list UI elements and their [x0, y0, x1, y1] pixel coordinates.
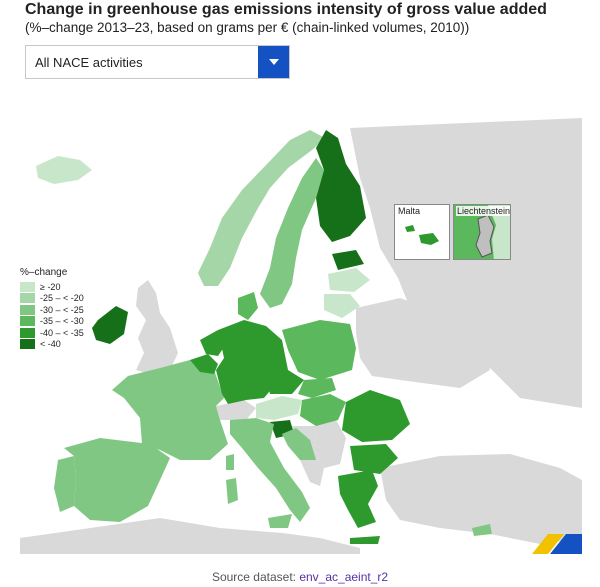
region-sicily[interactable] — [268, 514, 292, 528]
country-norway[interactable] — [198, 130, 325, 286]
country-cyprus[interactable] — [472, 524, 492, 536]
country-italy[interactable] — [230, 418, 310, 522]
country-spain[interactable] — [64, 438, 170, 522]
legend-title: %–change — [20, 267, 68, 278]
country-iceland[interactable] — [36, 156, 92, 184]
legend-label: < -40 — [40, 339, 61, 350]
chevron-down-icon — [268, 59, 279, 65]
legend-swatch — [20, 327, 35, 338]
country-slovakia[interactable] — [298, 378, 336, 398]
country-hungary[interactable] — [300, 394, 346, 426]
country-denmark[interactable] — [238, 292, 258, 320]
country-malta[interactable] — [405, 225, 415, 232]
legend-label: -30 – < -25 — [40, 304, 84, 315]
inset-liechtenstein[interactable]: Liechtenstein — [453, 204, 511, 260]
choropleth-map[interactable]: Malta Liechtenstein — [20, 108, 582, 554]
inset-malta-label: Malta — [397, 206, 422, 216]
legend-item[interactable]: < -40 — [20, 339, 100, 351]
inset-liechtenstein-label: Liechtenstein — [456, 206, 511, 216]
country-belgium[interactable] — [190, 354, 218, 374]
chart-subtitle: (%–change 2013–23, based on grams per € … — [25, 20, 470, 35]
country-liechtenstein[interactable] — [475, 214, 495, 258]
legend-swatch — [20, 281, 35, 292]
country-lithuania[interactable] — [324, 294, 360, 318]
legend-item[interactable]: -30 – < -25 — [20, 304, 100, 316]
source-dataset-link[interactable]: env_ac_aeint_r2 — [299, 570, 389, 584]
legend-swatch — [20, 304, 35, 315]
region-crete[interactable] — [350, 536, 380, 544]
dropdown-toggle-button[interactable] — [258, 46, 289, 78]
country-greece[interactable] — [338, 470, 378, 528]
inset-malta[interactable]: Malta — [394, 204, 450, 260]
corner-badge-blue — [550, 534, 582, 554]
map-canvas — [20, 108, 582, 554]
country-serbia[interactable] — [314, 420, 346, 468]
legend-item[interactable]: -40 – < -35 — [20, 327, 100, 339]
country-portugal[interactable] — [54, 456, 76, 512]
region-north-africa[interactable] — [20, 518, 360, 554]
legend-item[interactable]: ≥ -20 — [20, 281, 100, 293]
region-sardinia[interactable] — [226, 478, 238, 504]
region-ukraine-belarus[interactable] — [356, 298, 490, 388]
region-austria-neighbour — [488, 205, 510, 259]
country-finland[interactable] — [316, 130, 366, 242]
map-legend: %–change ≥ -20 -25 – < -20 -30 – < -25 -… — [20, 267, 100, 350]
country-romania[interactable] — [342, 390, 410, 442]
legend-swatch — [20, 293, 35, 304]
country-france[interactable] — [112, 360, 228, 460]
region-corsica[interactable] — [226, 454, 234, 470]
country-ireland[interactable] — [92, 306, 128, 344]
legend-label: -25 – < -20 — [40, 293, 84, 304]
nace-activity-select[interactable]: All NACE activities — [25, 45, 290, 79]
country-austria[interactable] — [256, 396, 302, 420]
country-czechia[interactable] — [266, 370, 304, 394]
source-note: Source dataset: env_ac_aeint_r2 — [0, 570, 600, 584]
country-switzerland[interactable] — [216, 400, 256, 420]
country-turkey[interactable] — [380, 454, 582, 544]
country-croatia[interactable] — [282, 428, 316, 460]
chart-title: Change in greenhouse gas emissions inten… — [25, 1, 547, 18]
country-latvia[interactable] — [328, 268, 370, 292]
legend-label: -40 – < -35 — [40, 327, 84, 338]
country-sweden[interactable] — [260, 158, 324, 308]
country-estonia[interactable] — [332, 250, 364, 270]
source-prefix: Source dataset: — [211, 570, 300, 584]
legend-label: ≥ -20 — [40, 281, 61, 292]
legend-swatch — [20, 339, 35, 350]
country-bulgaria[interactable] — [350, 444, 398, 474]
nace-activity-select-value: All NACE activities — [35, 54, 143, 70]
legend-item[interactable]: -25 – < -20 — [20, 293, 100, 305]
legend-swatch — [20, 316, 35, 327]
country-poland[interactable] — [282, 320, 356, 380]
corner-badge-yellow — [532, 534, 564, 554]
country-uk[interactable] — [136, 280, 178, 374]
legend-item[interactable]: -35 – < -30 — [20, 316, 100, 328]
legend-label: -35 – < -30 — [40, 316, 84, 327]
region-russia-east[interactable] — [350, 118, 582, 408]
region-malta-main[interactable] — [419, 233, 439, 245]
